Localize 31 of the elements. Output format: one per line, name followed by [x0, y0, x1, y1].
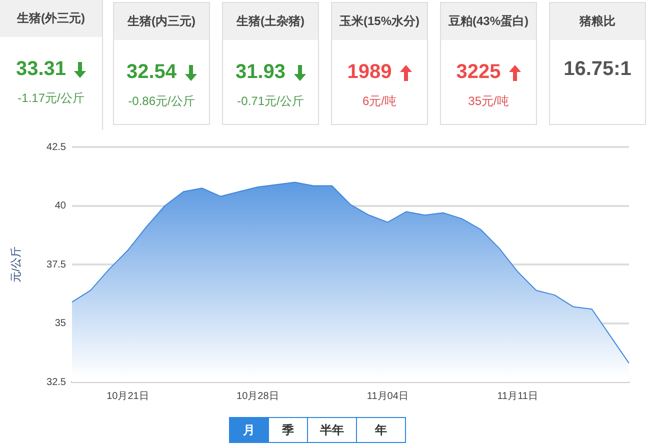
text: 猪粮比	[550, 3, 645, 40]
text: 35元/吨	[467, 93, 510, 110]
text: 33.31	[16, 58, 66, 80]
text: 16.75:1	[564, 58, 632, 80]
x-tick-label: 10月28日	[236, 390, 279, 402]
text: 3225	[456, 61, 501, 83]
text: 生猪(土杂猪)	[223, 3, 318, 40]
text: 生猪(外三元)	[0, 0, 102, 37]
x-tick-label: 11月04日	[366, 390, 408, 402]
text: -0.86元/公斤	[127, 93, 196, 110]
y-tick-label: 37.5	[46, 259, 66, 270]
y-axis-title: 元/公斤	[10, 246, 23, 283]
text: -1.17元/公斤	[16, 90, 86, 107]
text: 1989	[347, 61, 392, 83]
text: 季	[268, 417, 308, 443]
y-tick-label: 42.5	[46, 142, 66, 153]
text: 豆粕(43%蛋白)	[441, 3, 536, 40]
text: 月	[229, 417, 269, 443]
text: 生猪(内三元)	[114, 3, 209, 40]
text: 6元/吨	[361, 93, 398, 110]
text: -0.71元/公斤	[236, 93, 305, 110]
x-tick-label: 10月21日	[106, 390, 149, 402]
text: 玉米(15%水分)	[332, 3, 427, 40]
y-tick-label: 32.5	[46, 376, 66, 388]
y-tick-label: 40	[54, 200, 66, 212]
y-tick-label: 35	[54, 318, 66, 329]
text: 半年	[307, 417, 357, 443]
x-tick-label: 11月11日	[497, 390, 538, 402]
text: 31.93	[235, 61, 286, 83]
text: 32.54	[126, 61, 177, 83]
text: 年	[356, 417, 406, 443]
